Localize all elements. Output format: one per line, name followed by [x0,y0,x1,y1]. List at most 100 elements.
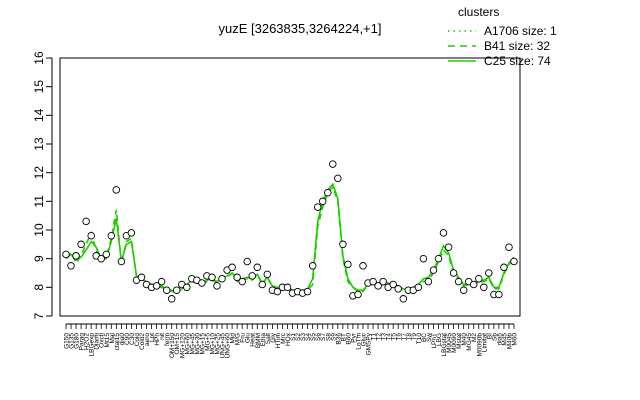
y-tick-label: 7 [32,312,46,319]
x-tick-label: MG+30 [194,333,201,355]
data-point [429,266,438,274]
x-tick-label: S8 [325,333,332,341]
x-tick-label: T2 [376,333,383,341]
x-tick-label: Limitat [481,333,488,352]
legend-entry-dotted: A1706 size: 1 [448,24,557,38]
data-point [127,229,136,237]
x-tick-label: BT [340,333,347,341]
data-point [243,257,251,266]
data-point [152,282,161,290]
x-tick-label: S5 [310,333,317,341]
data-point [273,287,282,296]
data-point [308,262,317,270]
data-point [475,274,483,283]
y-tick-label: 12 [32,166,46,180]
data-point [213,282,221,290]
x-tick-label: MG+120 [179,333,186,358]
data-point [334,174,342,183]
x-tick-label: M40 [461,333,468,346]
x-tick-label: Mal [109,332,116,343]
x-tick-label: Sb [491,333,498,341]
x-tick-label: Heat [250,333,257,347]
x-tick-label: S2 [295,333,302,341]
data-point [77,240,85,249]
x-tick-label: BMM [255,333,262,348]
y-tick-label: 16 [32,51,46,65]
x-tick-label: B60 [345,333,352,345]
x-tick-label: Oxctl [99,332,106,347]
x-tick-label: nit [159,333,166,340]
x-tick-label: UNG+60 [225,333,232,359]
y-tick-label: 13 [32,137,46,151]
data-point [374,282,382,290]
x-tick-label: Glu [245,333,252,344]
data-point [324,188,332,197]
x-tick-label: M60 [512,333,519,346]
x-tick-label: Lpt [149,333,156,342]
x-tick-label: Diami [94,333,101,350]
x-tick-label: MG+10 [209,333,216,355]
x-tick-label: T1 [371,333,378,341]
x-tick-label: H2O2 [84,333,91,350]
x-tick-label: S7 [320,333,327,341]
plot-frame [59,57,521,317]
x-tick-label: T3 [381,333,388,341]
x-tick-label: T9 [411,333,418,341]
data-point [167,295,176,303]
x-tick-label: MG+60 [184,333,191,355]
data-point [157,277,166,286]
data-point [62,250,70,259]
x-tick-label: S3 [300,333,307,341]
x-tick-label: Mid [230,333,237,344]
x-tick-label: M0090 [451,333,458,353]
x-tick-label: Gluc [360,332,367,346]
x-tick-label: S4 [305,333,312,341]
x-tick-label: C30 [129,333,136,345]
x-tick-label: OM+15 [174,333,181,355]
series-line-b41 [65,185,515,295]
x-tick-label: Paraq [79,333,86,351]
data-point [283,283,292,292]
legend-label-solid: C25 size: 74 [484,54,551,68]
y-tick-label: 10 [32,223,46,237]
y-tick-label: 8 [32,284,46,291]
x-tick-label: HTim [275,333,282,348]
data-point [344,260,352,269]
x-tick-label: Mstat [456,333,463,349]
data-point [82,217,90,226]
x-tick-label: UNG+45 [220,333,227,359]
data-point [162,286,171,294]
data-point [495,290,503,299]
data-point [414,283,423,292]
data-point [72,252,80,260]
legend-entry-solid: C25 size: 74 [448,54,551,68]
legend-entry-dashed: B41 size: 32 [448,39,550,53]
data-point [510,257,518,266]
data-point [500,263,508,272]
x-tick-label: S1 [290,333,297,341]
x-tick-label: MG+5 [204,333,211,351]
data-point [329,160,337,168]
data-point [248,272,256,280]
data-point [480,283,488,292]
data-point [208,273,216,282]
data-point [263,270,272,279]
x-tick-label: LBG [436,333,443,346]
data-point [102,250,111,259]
x-tick-label: T6 [396,333,403,341]
data-point [97,254,105,263]
x-tick-label: T5 [391,333,398,341]
data-point [444,243,453,251]
x-tick-label: G150 [64,333,71,349]
data-point [399,295,408,303]
x-tick-label: HPh [154,333,161,346]
x-tick-label: dia0 [119,333,126,346]
x-tick-label: Etha [260,333,267,347]
data-point [485,269,493,277]
x-tick-label: M45 [501,333,508,346]
data-point [389,280,397,289]
x-tick-label: LoTm [355,333,362,350]
data-point [469,280,478,289]
x-tick-label: T4 [386,333,393,341]
data-point [87,231,95,240]
